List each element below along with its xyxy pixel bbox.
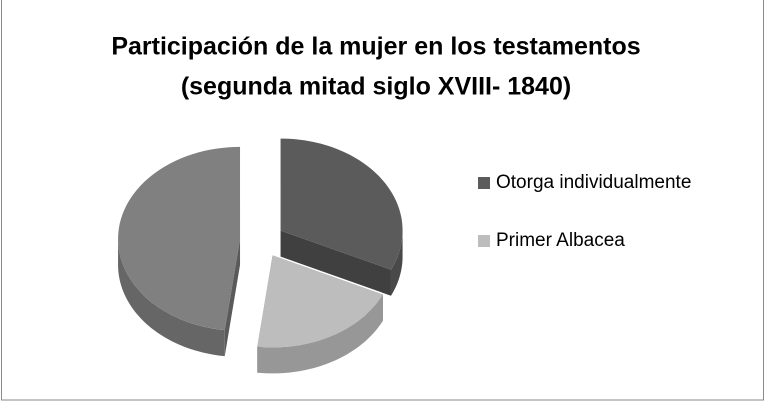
pie-slice-top (280, 138, 403, 270)
slice-wall (118, 238, 225, 357)
legend-swatch (478, 177, 490, 189)
slice-side (224, 238, 241, 357)
legend-label: Primer Albacea (496, 230, 625, 251)
slice-wall (257, 294, 383, 374)
pie-slice-top (257, 255, 383, 348)
legend-swatch (478, 235, 490, 247)
slice-wall (390, 230, 403, 296)
pie-slice (280, 230, 403, 296)
pie-tops (118, 138, 403, 348)
pie-slice-top (118, 146, 241, 331)
chart-title: (segunda mitad siglo XVIII- 1840) (181, 73, 571, 101)
pie-slice (118, 238, 241, 357)
legend-label: Otorga individualmente (496, 172, 691, 193)
slice-side (280, 230, 391, 296)
chart-title: Participación de la mujer en los testame… (111, 33, 640, 61)
